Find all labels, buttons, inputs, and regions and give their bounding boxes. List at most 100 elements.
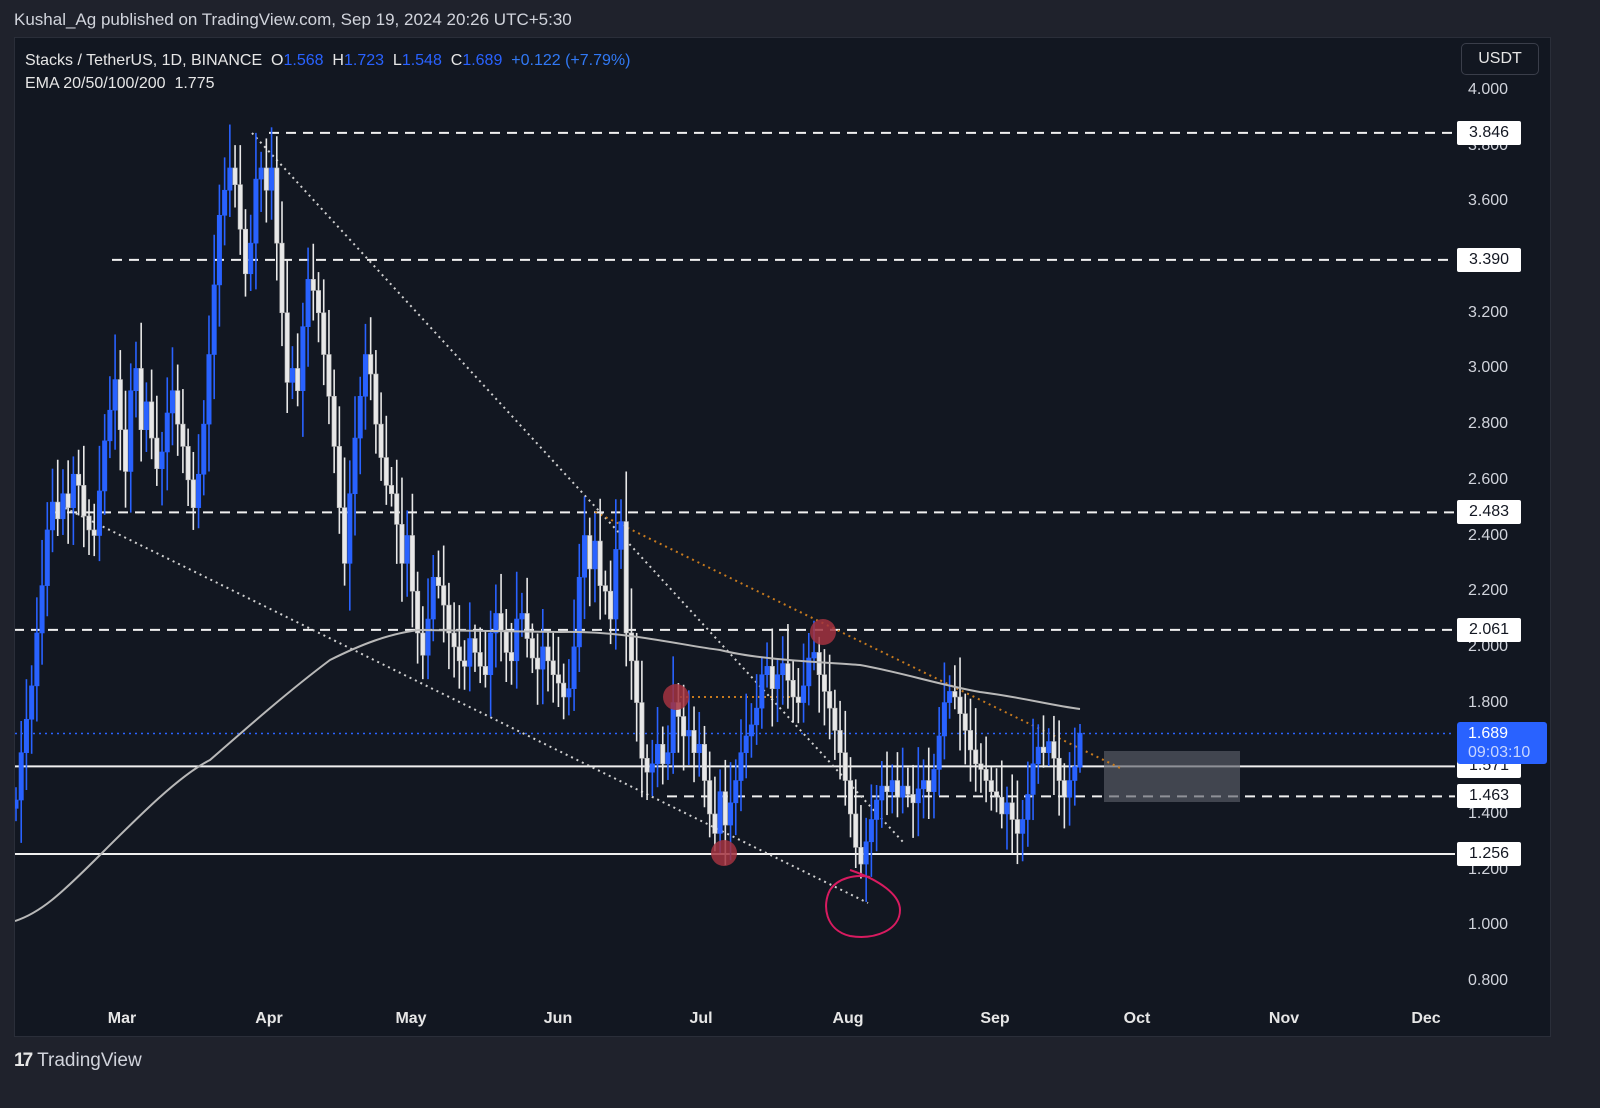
candle-body bbox=[915, 788, 921, 804]
candle-body bbox=[467, 638, 473, 667]
candle-body bbox=[769, 666, 775, 689]
candle-body bbox=[806, 657, 812, 687]
candle-body bbox=[597, 540, 603, 586]
candle-body bbox=[1056, 757, 1062, 781]
pivot-marker bbox=[663, 684, 689, 710]
candle-body bbox=[1030, 763, 1036, 795]
target-zone bbox=[1104, 751, 1240, 802]
candle-body bbox=[50, 501, 56, 531]
candle-body bbox=[102, 440, 108, 492]
candle-body bbox=[409, 535, 415, 592]
candle-body bbox=[754, 707, 760, 726]
candle-body bbox=[263, 167, 269, 191]
candle-body bbox=[404, 535, 410, 564]
candle-body bbox=[180, 423, 186, 447]
candle-body bbox=[967, 730, 973, 751]
candle-body bbox=[18, 752, 24, 801]
candle-body bbox=[190, 479, 196, 508]
candle-body bbox=[394, 493, 400, 525]
candle-body bbox=[383, 457, 389, 486]
candle-body bbox=[1020, 819, 1026, 834]
candle-body bbox=[389, 485, 395, 495]
candle-body bbox=[701, 744, 707, 781]
level-price-label: 3.846 bbox=[1457, 120, 1521, 145]
candle-body bbox=[759, 674, 765, 709]
candle-body bbox=[639, 702, 645, 759]
candle-body bbox=[1035, 746, 1041, 765]
candle-body bbox=[634, 660, 640, 703]
candle-body bbox=[712, 813, 718, 834]
candle-body bbox=[331, 395, 337, 447]
candle-body bbox=[707, 780, 713, 815]
level-price-label: 2.061 bbox=[1457, 617, 1521, 642]
low-value: 1.548 bbox=[401, 52, 442, 69]
time-tick: Oct bbox=[1123, 1010, 1151, 1027]
candle-body bbox=[274, 167, 280, 244]
symbol-title[interactable]: Stacks / TetherUS, 1D, BINANCE bbox=[25, 52, 263, 69]
candle-body bbox=[550, 660, 556, 676]
indicator-value: 1.775 bbox=[174, 75, 215, 92]
candle-body bbox=[185, 446, 191, 481]
candle-body bbox=[848, 780, 854, 815]
descending-trendline bbox=[251, 132, 904, 843]
current-price-label: 1.689 09:03:10 bbox=[1457, 722, 1547, 765]
bar-countdown: 09:03:10 bbox=[1468, 744, 1531, 762]
candle-body bbox=[1072, 766, 1078, 781]
candle-body bbox=[39, 585, 45, 634]
time-tick: Mar bbox=[107, 1010, 137, 1027]
candle-body bbox=[1025, 794, 1031, 820]
candle-body bbox=[206, 354, 212, 425]
candle-body bbox=[988, 780, 994, 792]
candle-body bbox=[608, 590, 614, 620]
candle-body bbox=[795, 696, 801, 703]
candle-body bbox=[316, 290, 322, 314]
candle-body bbox=[352, 437, 358, 495]
candle-body bbox=[999, 796, 1005, 815]
candle-body bbox=[305, 279, 311, 327]
candle-body bbox=[561, 682, 567, 698]
hand-drawn-circle bbox=[825, 869, 902, 938]
currency-button[interactable]: USDT bbox=[1461, 43, 1539, 75]
level-price-label: 1.463 bbox=[1457, 784, 1521, 809]
price-tick: 3.200 bbox=[1468, 303, 1509, 321]
candle-body bbox=[1067, 780, 1073, 798]
indicator-name: EMA 20/50/100/200 bbox=[25, 75, 166, 92]
candle-body bbox=[910, 794, 916, 804]
candle-body bbox=[435, 576, 441, 586]
brand-name: TradingView bbox=[37, 1050, 142, 1071]
level-price-label: 2.483 bbox=[1457, 500, 1521, 525]
candle-body bbox=[201, 423, 207, 475]
candle-body bbox=[571, 646, 577, 689]
candle-body bbox=[91, 529, 97, 536]
candle-body bbox=[602, 585, 608, 592]
price-tick: 4.000 bbox=[1468, 81, 1509, 98]
candle-body bbox=[1061, 780, 1067, 798]
candle-body bbox=[503, 629, 509, 653]
candle-body bbox=[441, 585, 447, 606]
candle-body bbox=[790, 679, 796, 698]
candle-body bbox=[748, 724, 754, 737]
candle-body bbox=[582, 535, 588, 578]
candle-body bbox=[347, 493, 353, 564]
candle-body bbox=[488, 632, 494, 676]
candle-body bbox=[222, 189, 228, 216]
time-tick: Jun bbox=[543, 1010, 573, 1027]
indicator-row[interactable]: EMA 20/50/100/200 1.775 bbox=[25, 72, 630, 95]
candle-body bbox=[738, 752, 744, 781]
price-tick: 2.200 bbox=[1468, 582, 1509, 600]
candle-body bbox=[237, 184, 243, 230]
candle-body bbox=[169, 390, 175, 414]
candle-body bbox=[258, 167, 264, 180]
candle-body bbox=[926, 780, 932, 792]
candle-body bbox=[399, 524, 405, 564]
chart-pane[interactable] bbox=[14, 37, 1551, 1037]
candle-body bbox=[300, 326, 306, 392]
ohlc-row: Stacks / TetherUS, 1D, BINANCE O1.568 H1… bbox=[25, 52, 631, 69]
candle-body bbox=[858, 847, 864, 865]
candle-body bbox=[905, 785, 911, 795]
tradingview-brand[interactable]: 17 TradingView bbox=[14, 1050, 142, 1072]
candle-body bbox=[519, 613, 525, 620]
candle-body bbox=[326, 354, 332, 397]
candle-body bbox=[681, 716, 687, 737]
